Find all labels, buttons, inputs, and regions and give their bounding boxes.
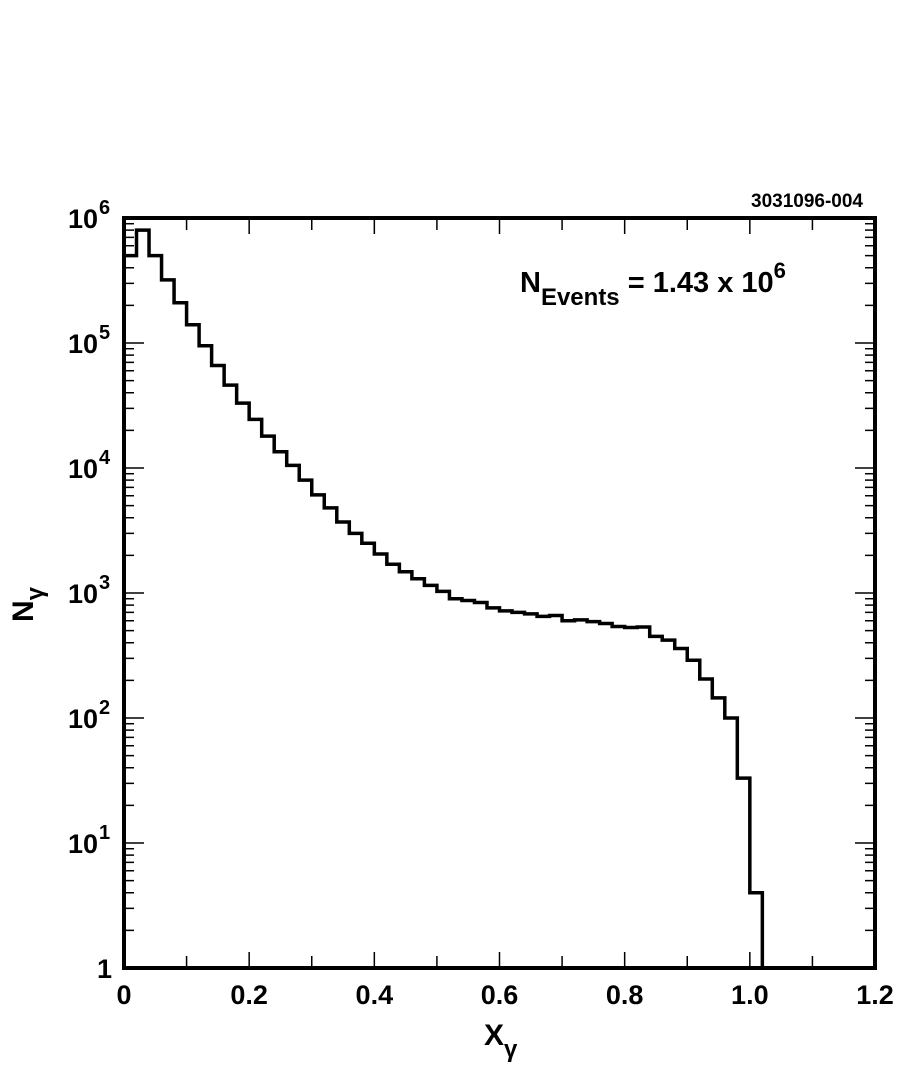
axis-ticks bbox=[123, 218, 876, 969]
y-tick-label: 10 bbox=[68, 329, 98, 359]
annotation-text: = 1.43 x 10 bbox=[620, 267, 774, 299]
y-tick-label: 10 bbox=[68, 704, 98, 734]
events-annotation: NEvents = 1.43 x 106 bbox=[520, 258, 786, 311]
y-tick-label: 1 bbox=[97, 954, 112, 984]
x-tick-label: 1.2 bbox=[856, 980, 894, 1010]
x-tick-label: 0.4 bbox=[356, 980, 394, 1010]
x-tick-label: 0.8 bbox=[606, 980, 644, 1010]
y-tick-label-exponent: 6 bbox=[99, 197, 110, 219]
x-tick-label: 0 bbox=[116, 980, 131, 1010]
x-tick-label: 1.0 bbox=[731, 980, 769, 1010]
histogram-series bbox=[124, 228, 765, 968]
y-tick-label-exponent: 2 bbox=[99, 697, 110, 719]
y-tick-label-exponent: 4 bbox=[99, 447, 111, 469]
y-axis-label-base: N bbox=[7, 600, 40, 622]
x-tick-label: 0.2 bbox=[230, 980, 268, 1010]
y-tick-label-exponent: 5 bbox=[99, 322, 110, 344]
y-tick-label: 10 bbox=[68, 204, 98, 234]
y-tick-label-exponent: 1 bbox=[99, 822, 110, 844]
annotation-exp: 6 bbox=[774, 258, 786, 283]
x-tick-label: 0.6 bbox=[481, 980, 519, 1010]
y-axis-label: Nγ bbox=[7, 586, 49, 622]
y-tick-label: 10 bbox=[68, 454, 98, 484]
x-axis-label: Xγ bbox=[484, 1019, 518, 1063]
y-tick-label-exponent: 3 bbox=[99, 572, 110, 594]
y-axis-label-sub: γ bbox=[22, 586, 49, 600]
annotation-base: N bbox=[520, 267, 541, 299]
plot-frame bbox=[122, 216, 877, 970]
y-tick-label: 10 bbox=[68, 829, 98, 859]
x-tick-labels: 0 0.2 0.4 0.6 0.8 1.0 1.2 bbox=[116, 980, 893, 1010]
y-tick-label: 10 bbox=[68, 579, 98, 609]
x-axis-label-sub: γ bbox=[504, 1036, 518, 1063]
x-axis-label-base: X bbox=[484, 1019, 504, 1052]
annotation-sub: Events bbox=[541, 284, 620, 311]
figure-id: 3031096-004 bbox=[751, 191, 863, 212]
